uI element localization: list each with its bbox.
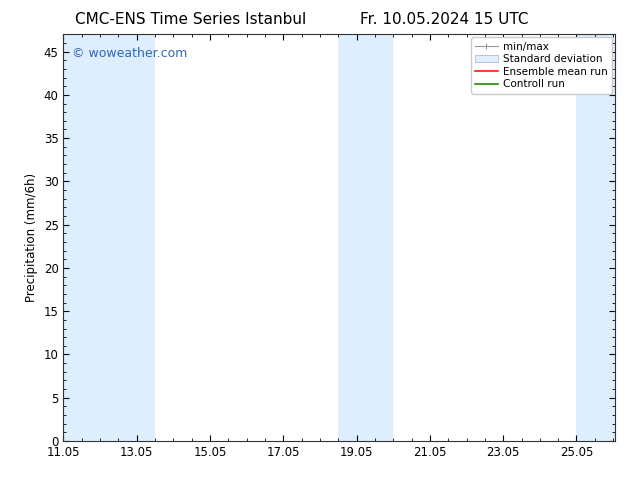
Text: CMC-ENS Time Series Istanbul: CMC-ENS Time Series Istanbul	[75, 12, 306, 27]
Text: Fr. 10.05.2024 15 UTC: Fr. 10.05.2024 15 UTC	[359, 12, 528, 27]
Legend: min/max, Standard deviation, Ensemble mean run, Controll run: min/max, Standard deviation, Ensemble me…	[470, 37, 612, 94]
Bar	[339, 34, 375, 441]
Bar	[63, 34, 100, 441]
Bar	[576, 34, 615, 441]
Bar	[375, 34, 393, 441]
Y-axis label: Precipitation (mm/6h): Precipitation (mm/6h)	[25, 173, 38, 302]
Text: © woweather.com: © woweather.com	[72, 47, 187, 59]
Bar	[100, 34, 155, 441]
